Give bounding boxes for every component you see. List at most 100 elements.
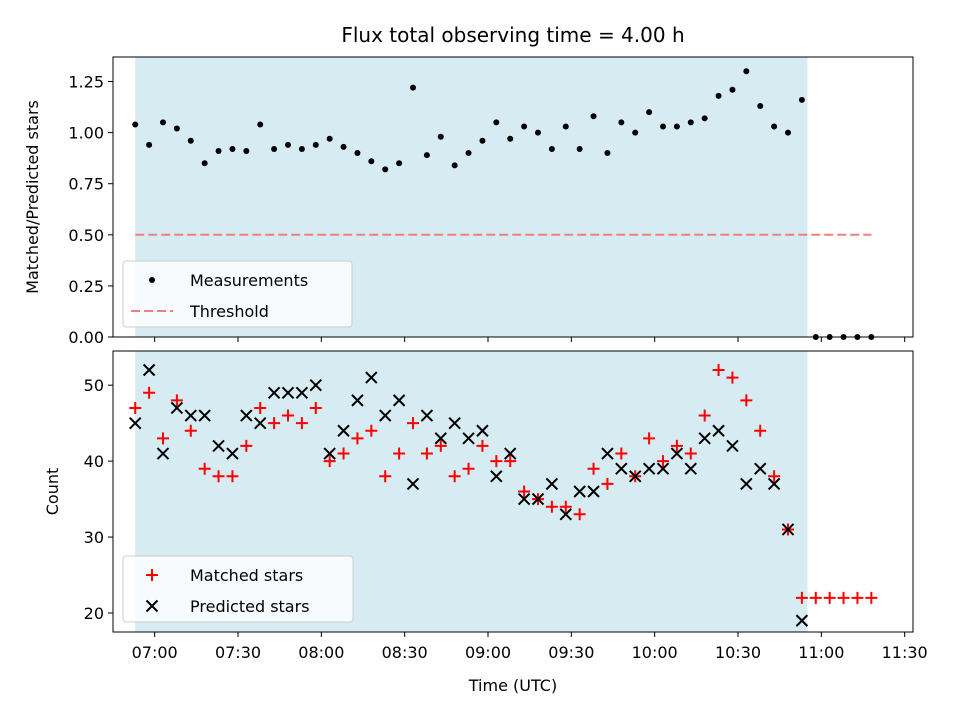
bottom-panel: 20 30 40 50 07:00 07:30 08:00 08:30 09:00 09:30 10… <box>43 350 928 662</box>
measurement-point <box>271 145 278 152</box>
predicted-stars-point <box>365 371 378 384</box>
measurement-point <box>173 125 180 132</box>
matched-stars-point <box>129 401 142 414</box>
measurement-point <box>701 115 708 122</box>
matched-stars-point <box>865 591 878 604</box>
measurement-point <box>687 119 694 126</box>
measurement-point <box>604 150 611 157</box>
measurement-point <box>285 141 291 148</box>
x-tick-label: 07:30 <box>215 643 261 662</box>
predicted-stars-point <box>656 462 670 475</box>
predicted-stars-point <box>712 424 725 437</box>
y-tick-label: 1.25 <box>68 73 104 92</box>
legend-label: Threshold <box>189 302 269 321</box>
measurement-point <box>354 150 361 157</box>
legend-label: Matched stars <box>190 566 303 585</box>
measurement-point <box>757 103 764 110</box>
measurement-point <box>548 145 555 152</box>
matched-stars-point <box>490 455 503 468</box>
matched-stars-point <box>198 462 211 475</box>
measurement-point <box>382 166 389 173</box>
predicted-stars-point <box>698 432 711 445</box>
matched-stars-point <box>462 462 475 475</box>
matched-stars-point <box>545 500 558 513</box>
measurement-point <box>507 135 514 142</box>
legend-label: Predicted stars <box>190 597 310 616</box>
measurement-point <box>493 119 500 126</box>
matched-stars-point <box>795 591 808 604</box>
measurement-point <box>340 143 347 150</box>
matched-stars-point <box>448 470 461 483</box>
measurement-point <box>215 148 222 155</box>
x-axis-label: Time (UTC) <box>468 676 557 695</box>
predicted-stars-point <box>309 378 322 392</box>
measurement-point <box>618 119 625 126</box>
measurement-point <box>590 113 597 120</box>
predicted-stars-point <box>726 439 739 453</box>
measurement-point <box>423 152 430 159</box>
x-tick-label: 08:00 <box>298 643 344 662</box>
predicted-stars-point <box>767 477 781 491</box>
matched-stars-point <box>726 371 739 384</box>
measurement-point <box>771 123 778 130</box>
matched-stars-point <box>476 439 489 452</box>
legend-box <box>122 260 353 328</box>
measurement-point <box>326 135 333 142</box>
predicted-stars-point <box>781 523 795 536</box>
measurement-point <box>451 162 458 169</box>
matched-stars-point <box>337 447 350 460</box>
matched-stars-point <box>226 470 239 483</box>
measurement-point <box>562 123 569 130</box>
x-tick-label: 07:00 <box>132 643 178 662</box>
matched-stars-point <box>712 363 725 376</box>
measurement-point <box>229 145 236 152</box>
measurement-point <box>660 123 666 130</box>
predicted-stars-point <box>392 394 406 407</box>
matched-stars-point <box>379 470 392 483</box>
predicted-stars-point <box>615 462 628 475</box>
x-tick-label: 11:00 <box>798 643 844 662</box>
predicted-stars-point <box>462 432 475 445</box>
measurement-point <box>410 84 416 91</box>
measurement-point <box>243 148 250 155</box>
predicted-stars-point <box>517 492 531 506</box>
predicted-stars-point <box>587 485 600 498</box>
measurement-point <box>576 145 583 152</box>
y-tick-label: 20 <box>84 604 104 623</box>
y-tick-label: 40 <box>84 452 104 471</box>
predicted-stars-point <box>629 470 642 483</box>
measurement-point <box>257 121 264 128</box>
measurement-point <box>132 121 139 128</box>
matched-stars-point <box>184 424 197 437</box>
measurement-point <box>465 150 472 157</box>
measurement-point <box>312 141 319 148</box>
predicted-stars-point <box>740 477 753 491</box>
matched-stars-point <box>768 470 781 483</box>
measurement-point <box>396 160 403 167</box>
matched-stars-point <box>837 591 850 604</box>
predicted-stars-point <box>351 394 364 407</box>
x-tick-label: 09:30 <box>548 643 594 662</box>
matched-stars-point <box>601 477 614 490</box>
predicted-stars-point <box>573 485 586 498</box>
predicted-stars-point <box>420 409 434 422</box>
measurement-point <box>535 129 541 136</box>
measurement-point <box>521 123 528 130</box>
predicted-stars-point <box>754 462 767 475</box>
matched-stars-point <box>823 591 836 604</box>
matched-stars-point <box>309 401 322 414</box>
measurement-point <box>798 96 805 103</box>
predicted-stars-point <box>406 477 420 491</box>
y-axis-label: Matched/Predicted stars <box>23 100 42 294</box>
measurement-point <box>673 123 680 130</box>
matched-stars-point <box>851 591 864 604</box>
predicted-stars-point <box>337 424 350 437</box>
x-tick-label: 09:00 <box>465 643 511 662</box>
predicted-stars-point <box>448 416 461 430</box>
matched-stars-point <box>295 417 308 430</box>
matched-stars-point <box>809 591 822 604</box>
x-tick-label: 10:30 <box>715 643 761 662</box>
x-tick-label: 08:30 <box>382 643 428 662</box>
measurement-point <box>437 133 444 140</box>
matched-stars-point <box>754 424 767 437</box>
